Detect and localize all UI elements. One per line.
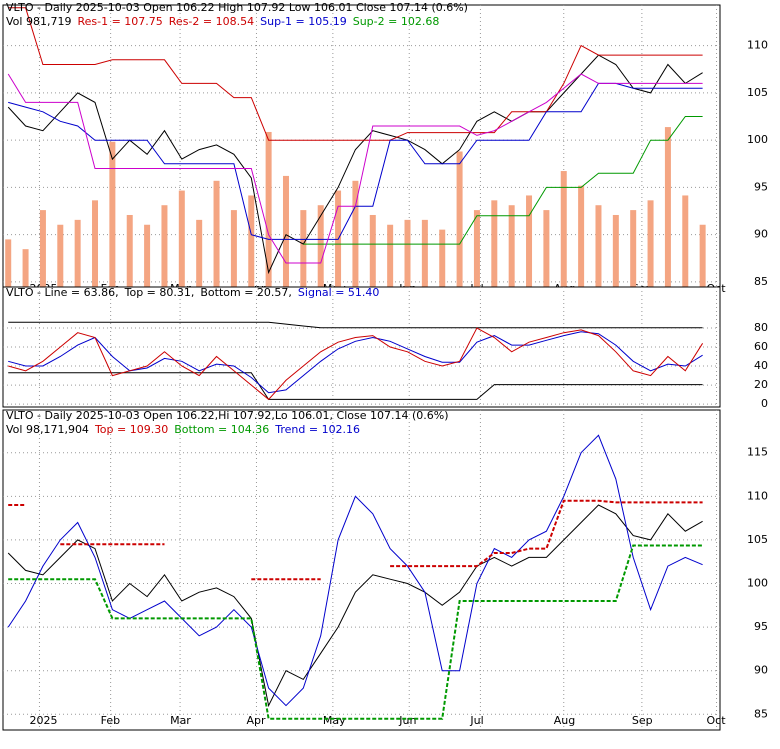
legend-entry: Vol 98,171,904 — [6, 423, 89, 436]
volume-bar — [126, 214, 133, 298]
y-tick-label: 85 — [754, 275, 768, 288]
volume-bar — [282, 175, 289, 298]
y-tick-label: 20 — [754, 378, 768, 391]
volume-bar — [265, 131, 272, 298]
volume-bar — [387, 224, 394, 298]
volume-bar — [317, 205, 324, 298]
volume-bar — [5, 239, 12, 298]
y-tick-label: 0 — [761, 397, 768, 410]
legend-entry: Bottom = 104.36 — [174, 423, 269, 436]
y-tick-label: 115 — [747, 446, 768, 459]
x-tick-label: Sep — [632, 714, 653, 727]
y-tick-label: 90 — [754, 664, 768, 677]
y-tick-label: 90 — [754, 228, 768, 241]
y-tick-label: 95 — [754, 620, 768, 633]
legend-entry: Sup-1 = 105.19 — [260, 15, 347, 28]
volume-bar — [560, 171, 567, 298]
panel-frame — [2, 409, 721, 731]
series-line — [8, 7, 703, 141]
legend-entry: Trend = 102.16 — [274, 423, 360, 436]
y-tick-label: 60 — [754, 340, 768, 353]
y-tick-label: 100 — [747, 133, 768, 146]
panel-title: VLTO - Daily 2025-10-03 Open 106.22 High… — [6, 1, 468, 14]
volume-bar — [404, 219, 411, 298]
series-line — [303, 116, 703, 245]
volume-bar — [664, 127, 671, 298]
x-tick-label: 2025 — [29, 714, 57, 727]
y-tick-label: 95 — [754, 180, 768, 193]
y-tick-label: 110 — [747, 39, 768, 52]
volume-bar — [196, 219, 203, 298]
volume-bar — [144, 224, 151, 298]
volume-bar — [595, 205, 602, 298]
legend-entry: Vol 981,719 — [6, 15, 71, 28]
volume-bar — [369, 214, 376, 298]
volume-bar — [456, 151, 463, 298]
x-tick-label: Jul — [469, 714, 483, 727]
volume-bar — [22, 249, 29, 298]
x-tick-label: Feb — [101, 714, 120, 727]
y-tick-label: 100 — [747, 577, 768, 590]
volume-bar — [612, 214, 619, 298]
volume-bar — [352, 180, 359, 298]
volume-bar — [161, 205, 168, 298]
legend-entry: Sup-2 = 102.68 — [353, 15, 440, 28]
legend-entry: Res-2 = 108.54 — [169, 15, 254, 28]
y-tick-label: 85 — [754, 707, 768, 720]
volume-bar — [508, 205, 515, 298]
x-tick-label: Oct — [707, 714, 727, 727]
x-tick-label: Mar — [170, 714, 191, 727]
volume-bar — [300, 210, 307, 298]
x-tick-label: Aug — [554, 714, 575, 727]
volume-bar — [630, 210, 637, 298]
volume-bar — [682, 195, 689, 298]
volume-bar — [578, 185, 585, 298]
volume-bar — [473, 210, 480, 298]
series-line — [8, 331, 703, 394]
y-tick-label: 105 — [747, 533, 768, 546]
x-tick-label: Jun — [398, 714, 416, 727]
volume-bar — [213, 180, 220, 298]
legend-entry: Top = 109.30 — [94, 423, 168, 436]
series-line — [8, 544, 703, 720]
y-tick-label: 80 — [754, 321, 768, 334]
series-line — [7, 504, 703, 708]
legend-entry: Bottom = 20.57, — [200, 286, 292, 299]
volume-bar — [647, 200, 654, 298]
volume-bar — [92, 200, 99, 298]
volume-bar — [230, 210, 237, 298]
y-tick-label: 40 — [754, 359, 768, 372]
legend-entry: VLTO - Line = 63.86, — [6, 286, 119, 299]
series-line — [7, 73, 703, 264]
y-tick-label: 105 — [747, 86, 768, 99]
volume-bar — [39, 210, 46, 298]
volume-bar — [178, 190, 185, 298]
volume-bar — [439, 229, 446, 298]
volume-bar — [491, 200, 498, 298]
series-line — [8, 499, 703, 581]
volume-bar — [57, 224, 64, 298]
series-line — [8, 327, 704, 401]
volume-bar — [109, 141, 116, 298]
y-tick-label: 110 — [747, 489, 768, 502]
volume-bar — [74, 219, 81, 298]
panel-title: VLTO - Daily 2025-10-03 Open 106.22,Hi 1… — [6, 409, 449, 422]
series-line — [7, 54, 703, 275]
legend-entry: Res-1 = 107.75 — [77, 15, 162, 28]
panel-frame — [2, 286, 721, 408]
volume-bar — [699, 224, 706, 298]
volume-bar — [248, 195, 255, 298]
series-line — [8, 321, 703, 329]
x-tick-label: Apr — [246, 714, 266, 727]
x-tick-label: May — [323, 714, 346, 727]
volume-bar — [543, 210, 550, 298]
legend-entry: Signal = 51.40 — [298, 286, 380, 299]
volume-bar — [526, 195, 533, 298]
volume-bar — [421, 219, 428, 298]
series-line — [7, 434, 703, 707]
legend-entry: Top = 80.31, — [124, 286, 195, 299]
